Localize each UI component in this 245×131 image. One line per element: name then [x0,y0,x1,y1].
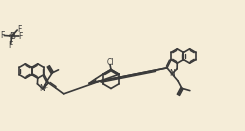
Text: +: + [42,85,47,90]
Text: F: F [0,31,4,40]
Text: N: N [39,84,45,93]
Text: N: N [170,69,175,78]
Text: F: F [19,31,23,40]
Text: F: F [17,24,21,34]
Text: Cl: Cl [106,58,114,67]
Text: B: B [9,31,15,40]
Text: F: F [9,41,13,50]
